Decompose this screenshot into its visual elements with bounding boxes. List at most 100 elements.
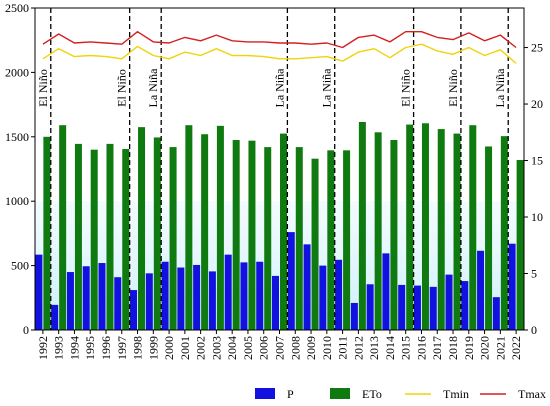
bar-p-2007 bbox=[272, 275, 279, 330]
lines-group bbox=[42, 31, 517, 64]
bar-eto-2011 bbox=[343, 150, 351, 330]
x-tick-label-2011: 2011 bbox=[336, 336, 350, 360]
x-tick-label-2002: 2002 bbox=[194, 336, 208, 360]
bar-eto-2021 bbox=[500, 136, 508, 330]
x-tick-label-2019: 2019 bbox=[462, 336, 476, 360]
bar-p-2006 bbox=[256, 261, 264, 330]
bar-p-2018 bbox=[445, 274, 453, 330]
bar-eto-2013 bbox=[374, 132, 382, 330]
bar-eto-2022 bbox=[516, 159, 524, 330]
event-label-6: El Niño bbox=[399, 69, 413, 107]
legend-label-p: P bbox=[287, 387, 294, 401]
bar-eto-2015 bbox=[406, 124, 414, 331]
x-tick-label-2020: 2020 bbox=[478, 336, 492, 360]
x-tick-label-2013: 2013 bbox=[367, 336, 381, 360]
x-tick-label-1992: 1992 bbox=[36, 336, 50, 360]
bar-p-2001 bbox=[177, 267, 185, 330]
bar-p-2008 bbox=[287, 232, 295, 330]
bar-p-1995 bbox=[82, 266, 90, 330]
bar-p-2003 bbox=[208, 271, 216, 330]
legend-label-tmin: Tmin bbox=[443, 387, 469, 401]
x-tick-label-2003: 2003 bbox=[209, 336, 223, 360]
right-tick-label: 15 bbox=[531, 154, 543, 168]
x-tick-label-2018: 2018 bbox=[446, 336, 460, 360]
bar-eto-2009 bbox=[311, 158, 319, 330]
bar-p-2014 bbox=[382, 253, 390, 330]
bar-eto-2001 bbox=[185, 125, 193, 330]
bar-eto-2008 bbox=[295, 147, 303, 330]
bar-eto-2017 bbox=[437, 129, 445, 330]
event-label-1: El Niño bbox=[36, 69, 50, 107]
x-tick-label-2021: 2021 bbox=[493, 336, 507, 360]
bar-p-1993 bbox=[51, 304, 59, 330]
event-label-7: El Niño bbox=[446, 69, 460, 107]
bar-eto-1999 bbox=[153, 137, 161, 330]
bar-eto-1998 bbox=[138, 127, 146, 330]
bar-eto-2007 bbox=[280, 133, 287, 330]
left-tick-label: 2000 bbox=[5, 65, 29, 79]
right-axis: 0 5 10 15 20 25 bbox=[524, 41, 543, 337]
bar-p-2022 bbox=[508, 243, 516, 330]
bar-p-2019 bbox=[461, 281, 469, 330]
bar-eto-1996 bbox=[106, 143, 114, 330]
bar-p-1999 bbox=[145, 273, 153, 330]
event-label-4: La Niña bbox=[272, 68, 286, 108]
x-tick-label-2016: 2016 bbox=[414, 336, 428, 360]
bar-p-2010 bbox=[319, 265, 327, 330]
x-tick-label-2015: 2015 bbox=[399, 336, 413, 360]
x-tick-label-1995: 1995 bbox=[83, 336, 97, 360]
bar-eto-2010 bbox=[327, 150, 335, 330]
x-tick-label-2004: 2004 bbox=[225, 336, 239, 360]
bar-p-2013 bbox=[366, 284, 374, 330]
legend-label-eto: ETo bbox=[362, 387, 382, 401]
right-tick-label: 0 bbox=[531, 323, 537, 337]
bar-eto-2004 bbox=[232, 140, 240, 330]
bar-p-1996 bbox=[98, 263, 106, 330]
x-tick-label-2001: 2001 bbox=[178, 336, 192, 360]
left-tick-label: 2500 bbox=[5, 1, 29, 15]
bar-p-2004 bbox=[224, 254, 232, 330]
x-tick-label-2009: 2009 bbox=[304, 336, 318, 360]
bar-eto-2005 bbox=[248, 140, 256, 330]
bar-eto-2019 bbox=[469, 125, 477, 330]
event-label-5: La Niña bbox=[320, 68, 334, 108]
event-label-8: La Niña bbox=[493, 68, 507, 108]
left-tick-label: 0 bbox=[23, 323, 29, 337]
events-group: El Niño El Niño La Niña La Niña La Niña El Ni… bbox=[36, 8, 509, 330]
x-tick-label-2012: 2012 bbox=[351, 336, 365, 360]
legend: P ETo Tmin Tmax bbox=[255, 387, 546, 401]
line-tmax bbox=[42, 31, 517, 49]
bar-p-1997 bbox=[114, 277, 122, 330]
bar-p-2012 bbox=[350, 302, 358, 330]
right-tick-label: 25 bbox=[531, 41, 543, 55]
bar-eto-2002 bbox=[201, 134, 209, 330]
bar-p-2002 bbox=[193, 264, 201, 330]
right-tick-label: 5 bbox=[531, 267, 537, 281]
bar-eto-2020 bbox=[485, 146, 493, 330]
line-tmin bbox=[42, 43, 517, 64]
bar-eto-2012 bbox=[358, 121, 366, 330]
bar-p-2017 bbox=[429, 286, 437, 330]
bar-p-1994 bbox=[66, 272, 74, 330]
bars-group bbox=[35, 121, 524, 331]
right-tick-label: 10 bbox=[531, 210, 543, 224]
left-tick-label: 1000 bbox=[5, 194, 29, 208]
bar-eto-1997 bbox=[122, 149, 130, 330]
x-tick-label-2007: 2007 bbox=[273, 336, 287, 360]
right-tick-label: 20 bbox=[531, 97, 543, 111]
x-tick-label-2005: 2005 bbox=[241, 336, 255, 360]
bar-p-1992 bbox=[35, 254, 43, 330]
bar-eto-2016 bbox=[421, 123, 429, 330]
x-tick-label-1997: 1997 bbox=[115, 336, 129, 360]
bar-eto-1995 bbox=[90, 149, 98, 330]
bar-p-2021 bbox=[492, 297, 500, 330]
bar-eto-1994 bbox=[74, 143, 82, 330]
legend-label-tmax: Tmax bbox=[518, 387, 546, 401]
bar-eto-2006 bbox=[264, 147, 272, 330]
x-tick-label-1996: 1996 bbox=[99, 336, 113, 360]
event-label-2: El Niño bbox=[115, 69, 129, 107]
x-tick-label-2017: 2017 bbox=[430, 336, 444, 360]
bar-eto-2003 bbox=[216, 125, 224, 331]
x-tick-label-1999: 1999 bbox=[146, 336, 160, 360]
bar-p-2015 bbox=[398, 284, 406, 330]
